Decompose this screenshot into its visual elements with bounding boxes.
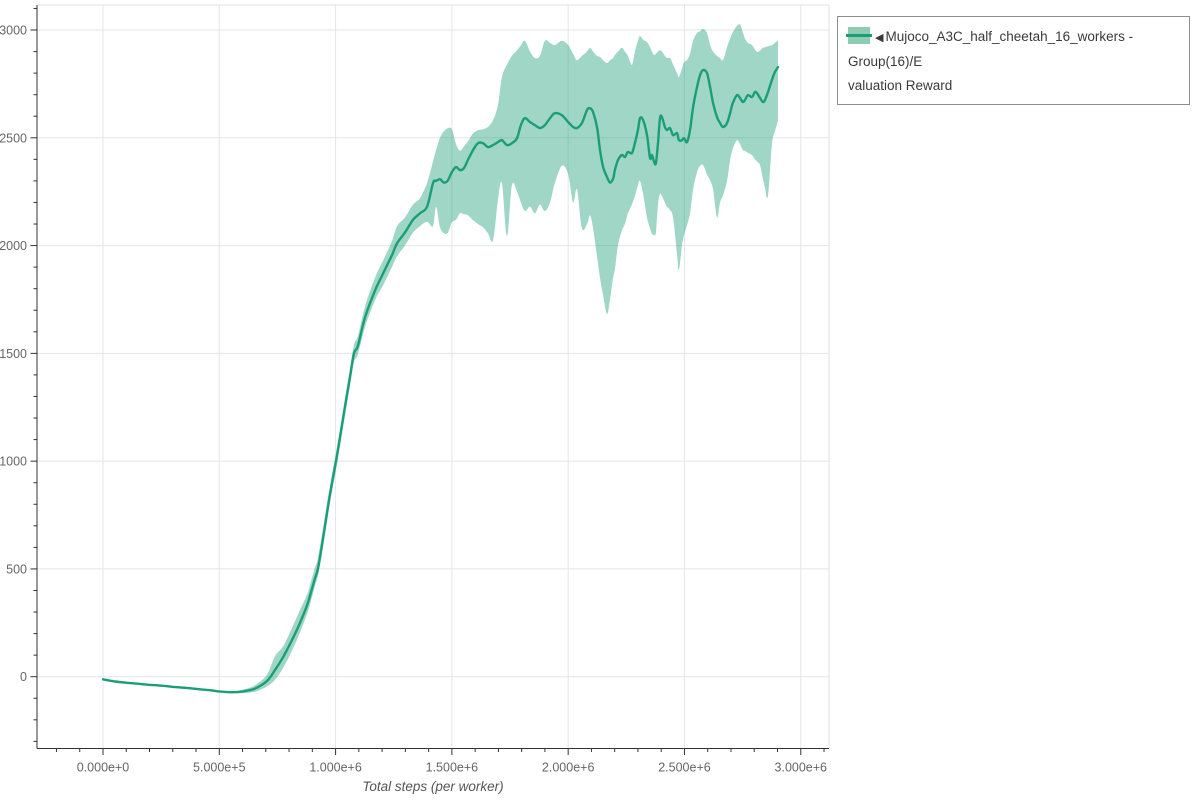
x-tick-label: 3.000e+6	[775, 761, 828, 775]
x-tick-label: 0.000e+0	[77, 761, 130, 775]
legend-collapse-icon: ◀	[875, 32, 884, 44]
legend-label-line2: valuation Reward	[848, 78, 953, 93]
legend-swatch-line-icon	[846, 34, 872, 37]
x-tick-label: 1.500e+6	[426, 761, 479, 775]
x-tick-label: 5.000e+5	[193, 761, 246, 775]
series-mean-line	[101, 65, 780, 694]
series-band	[103, 24, 778, 694]
legend-swatch	[846, 27, 872, 44]
x-tick-label: 1.000e+6	[309, 761, 362, 775]
legend-label-line1: Mujoco_A3C_half_cheetah_16_workers - Gro…	[848, 29, 1134, 69]
y-tick-label: 500	[6, 562, 27, 576]
y-tick-label: 3000	[0, 24, 27, 38]
y-tick-label: 1000	[0, 455, 27, 469]
y-tick-label: 2000	[0, 239, 27, 253]
y-tick-label: 0	[20, 670, 27, 684]
x-axis-title: Total steps (per worker)	[362, 779, 504, 794]
y-tick-label: 1500	[0, 347, 27, 361]
x-tick-label: 2.500e+6	[658, 761, 711, 775]
y-tick-label: 2500	[0, 131, 27, 145]
x-tick-label: 2.000e+6	[542, 761, 595, 775]
legend-item[interactable]: ◀ Mujoco_A3C_half_cheetah_16_workers - Gr…	[837, 16, 1190, 105]
